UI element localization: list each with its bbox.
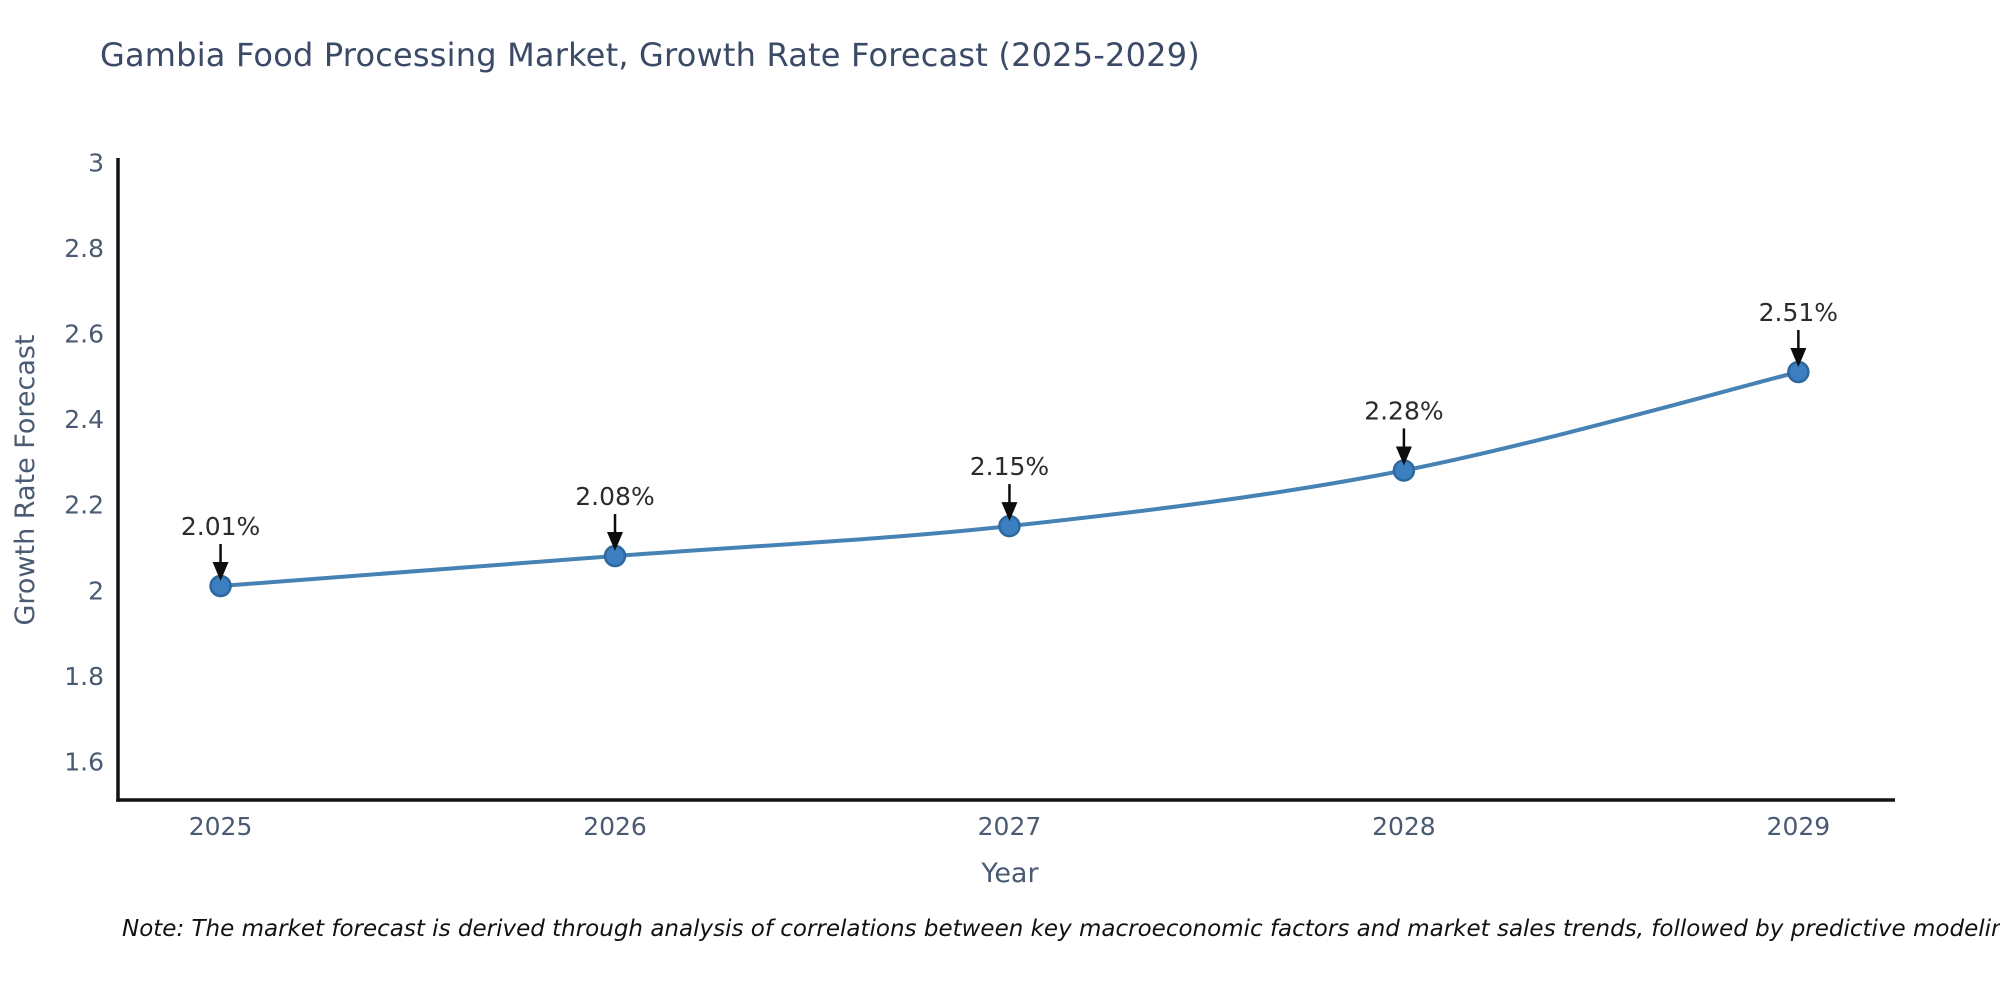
data-point-label: 2.51% [1759,298,1838,327]
x-tick-label: 2025 [189,812,253,841]
y-tick-label: 1.6 [64,747,104,776]
annotation-arrow-head [607,532,624,552]
annotation-arrow-head [212,562,229,581]
x-tick-label: 2027 [978,812,1042,841]
y-tick-label: 3 [88,148,104,177]
y-tick-label: 1.8 [64,662,104,691]
data-point-label: 2.08% [575,482,654,511]
x-tick-label: 2026 [583,812,647,841]
y-tick-label: 2 [88,576,104,605]
annotation-arrow-head [1001,502,1018,522]
annotation-arrow-head [1790,348,1807,367]
x-axis-title: Year [981,858,1039,889]
footnote: Note: The market forecast is derived thr… [122,916,2000,942]
y-tick-label: 2.6 [64,319,104,348]
annotation-arrow-head [1395,446,1412,466]
x-tick-label: 2028 [1372,812,1436,841]
y-tick-label: 2.8 [64,234,104,263]
y-tick-label: 2.4 [64,405,104,434]
data-point-label: 2.01% [181,512,260,541]
y-axis-title: Growth Rate Forecast [10,334,41,626]
y-tick-label: 2.2 [64,491,104,520]
data-point-label: 2.15% [970,452,1049,481]
x-tick-label: 2029 [1767,812,1831,841]
chart-title: Gambia Food Processing Market, Growth Ra… [100,36,1200,74]
data-point-label: 2.28% [1364,396,1443,425]
